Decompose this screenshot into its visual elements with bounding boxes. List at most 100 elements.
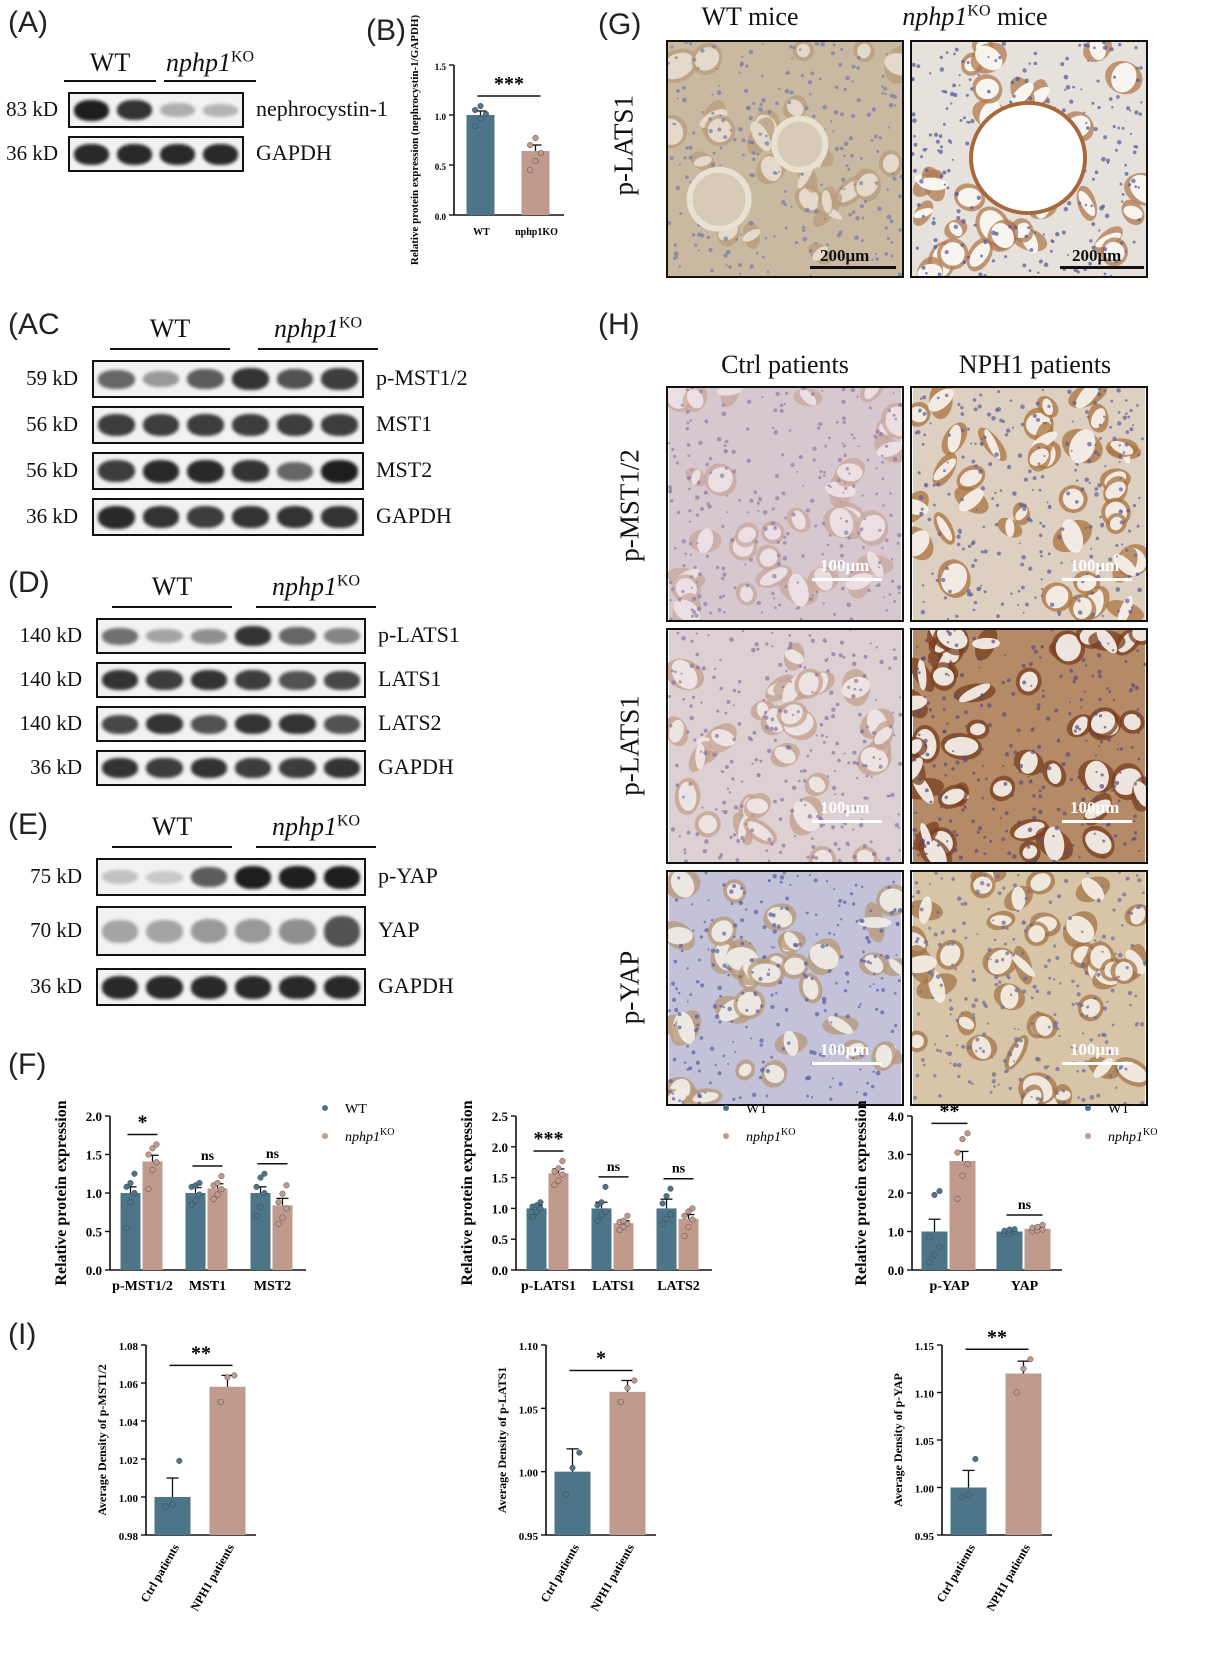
bar: [1024, 1228, 1051, 1270]
legend-label-ko: nphp1KO: [1108, 1127, 1157, 1145]
y-tick-label: 1.5: [86, 1148, 103, 1163]
data-point: [1039, 1221, 1046, 1228]
blot-band: [232, 460, 269, 482]
data-point: [214, 1179, 221, 1186]
a-kd-label: 36 kD: [6, 141, 58, 165]
blot-band: [276, 369, 314, 389]
significance-mark: **: [940, 1100, 960, 1122]
y-tick-label: 0.95: [519, 1531, 539, 1543]
data-point: [551, 1168, 558, 1175]
blot-band: [187, 369, 224, 389]
scale-bar-h: [812, 578, 882, 581]
legend-marker-wt: [1085, 1105, 1091, 1111]
scale-bar-h: [1062, 820, 1132, 823]
c-protein-label: p-MST1/2: [376, 365, 468, 390]
blot-band: [98, 505, 135, 529]
data-point: [559, 1171, 566, 1178]
c-protein-label: MST2: [376, 457, 433, 482]
significance-mark: ns: [607, 1160, 621, 1175]
data-point: [663, 1215, 670, 1222]
significance-mark: ***: [534, 1128, 564, 1150]
data-point: [1011, 1226, 1018, 1233]
data-point: [217, 1398, 224, 1405]
g-col-header-ko: nphp1KO mice: [880, 2, 1070, 32]
data-point: [533, 1202, 540, 1209]
data-point: [964, 1161, 971, 1168]
data-point: [620, 1223, 627, 1230]
x-tick-label: Ctrl patients: [933, 1541, 978, 1605]
blot-band: [232, 414, 269, 436]
legend-label-wt: WT: [1108, 1102, 1130, 1117]
data-point: [681, 1212, 688, 1219]
data-point: [253, 1183, 260, 1190]
scale-label-h: 100μm: [1070, 1040, 1120, 1059]
a-group-wt: WT: [89, 48, 131, 77]
blot-band: [323, 758, 360, 778]
data-point: [576, 1449, 583, 1456]
a-kd-label: 83 kD: [6, 97, 58, 121]
data-point: [283, 1182, 290, 1189]
data-point: [188, 1201, 195, 1208]
d-blot-lats2: [96, 706, 366, 742]
data-point: [196, 1191, 203, 1198]
e-kd-label: 70 kD: [30, 918, 82, 942]
data-point: [681, 1233, 688, 1240]
d-blot-p-lats1: [96, 618, 366, 654]
blot-band: [187, 506, 224, 528]
blot-band: [160, 143, 195, 165]
a-protein-label: nephrocystin-1: [256, 96, 388, 121]
y-tick-label: 1.5: [435, 62, 447, 72]
blot-band: [146, 975, 183, 999]
x-tick-label: nphp1KO: [515, 227, 558, 238]
blot-band: [279, 975, 316, 999]
data-point: [569, 1464, 576, 1471]
y-axis-label: Average Density of p-LATS1: [495, 1367, 509, 1514]
legend-marker-wt: [723, 1105, 729, 1111]
c-blot-mst2: [92, 452, 364, 490]
data-point: [620, 1217, 627, 1224]
e-protein-label: p-YAP: [378, 863, 438, 888]
data-point: [617, 1398, 624, 1405]
data-point: [685, 1223, 692, 1230]
data-point: [131, 1170, 138, 1177]
c-kd-label: 36 kD: [26, 504, 78, 528]
blot-band: [232, 368, 269, 390]
chart-group: 0.0 0.5 1.0 1.5 2.0 Relative protein expressi…: [53, 1100, 394, 1294]
e-blot-yap: [96, 906, 366, 956]
blot-band: [187, 414, 224, 436]
bar: [996, 1231, 1023, 1270]
y-tick-label: 0.0: [86, 1263, 102, 1278]
blot-band: [279, 865, 316, 889]
d-kd-label: 140 kD: [19, 623, 82, 647]
data-point: [1034, 1223, 1041, 1230]
data-point: [972, 1455, 979, 1462]
chart-group: 0.0 0.5 1.0 1.5 2.0 2.5 Relative protein expre…: [459, 1100, 795, 1294]
bar: [609, 1391, 646, 1535]
legend-label-wt: WT: [746, 1102, 768, 1117]
panel-label-e: (E): [8, 808, 48, 841]
y-tick-label: 1.05: [915, 1436, 935, 1448]
data-point: [537, 149, 544, 156]
e-blot-gapdh: [96, 968, 366, 1006]
d-protein-label: LATS2: [378, 710, 442, 735]
c-blot-p-mst1-2: [92, 360, 364, 398]
data-point: [663, 1193, 670, 1200]
h-col-header-ctrl: Ctrl patients: [721, 350, 849, 379]
a-gene-superscript: KO: [230, 48, 255, 66]
blot-band: [98, 460, 135, 482]
bar: [207, 1188, 228, 1270]
data-point: [472, 107, 479, 114]
blot-band: [279, 918, 316, 944]
data-point: [224, 1374, 231, 1381]
blot-band: [323, 628, 360, 644]
data-point: [477, 115, 484, 122]
data-point: [153, 1141, 160, 1148]
blot-band: [235, 865, 272, 889]
x-tick-label: NPH1 patients: [587, 1541, 637, 1613]
legend: WT nphp1KO: [723, 1102, 795, 1145]
d-underline-wt: [112, 606, 232, 608]
x-tick-label: MST1: [189, 1279, 226, 1294]
data-point: [1006, 1226, 1013, 1233]
significance-mark: ns: [266, 1147, 280, 1162]
data-point: [218, 1186, 225, 1193]
